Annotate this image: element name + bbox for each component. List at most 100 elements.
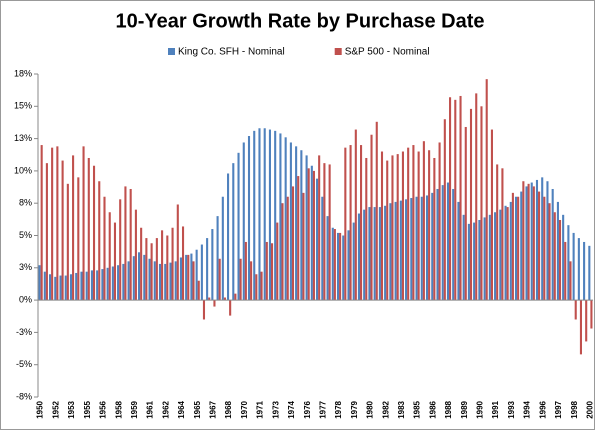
bar xyxy=(150,243,153,301)
bar xyxy=(143,254,146,301)
x-tick-label: 1990 xyxy=(476,400,485,418)
bar xyxy=(148,258,151,301)
x-tick-label: 1991 xyxy=(491,400,500,418)
bar xyxy=(517,196,520,301)
x-tick-label: 1986 xyxy=(428,400,437,418)
bar xyxy=(396,154,399,301)
bar xyxy=(138,252,141,301)
bar xyxy=(232,163,235,301)
x-tick-label: 1989 xyxy=(460,400,469,418)
x-tick-label: 1988 xyxy=(444,400,453,418)
bar xyxy=(316,178,319,301)
bar xyxy=(422,141,425,301)
x-tick-label: 1996 xyxy=(538,400,547,418)
bar xyxy=(389,203,392,301)
bar xyxy=(56,146,59,301)
bar xyxy=(75,272,78,301)
bar xyxy=(268,129,271,301)
bar xyxy=(569,261,572,301)
y-tick-label: 18% xyxy=(14,68,32,78)
bar xyxy=(153,261,156,301)
bar xyxy=(352,222,355,301)
bar xyxy=(342,235,345,301)
bar xyxy=(469,108,473,301)
x-tick-label: 1980 xyxy=(366,400,375,418)
bar xyxy=(478,219,481,301)
bar xyxy=(467,223,470,301)
bar xyxy=(483,217,486,301)
bar xyxy=(111,266,114,301)
bar xyxy=(464,126,467,301)
legend: King Co. SFH - Nominal S&P 500 - Nominal xyxy=(168,47,430,58)
legend-label: S&P 500 - Nominal xyxy=(345,47,430,58)
bar xyxy=(218,258,221,301)
bar xyxy=(113,222,117,301)
bar xyxy=(363,209,366,301)
bar xyxy=(504,205,507,301)
bar xyxy=(140,227,143,301)
x-tick-label: 1976 xyxy=(303,400,312,418)
bar xyxy=(208,297,211,301)
bar xyxy=(506,207,509,301)
bar xyxy=(279,133,282,301)
bar xyxy=(501,168,504,301)
x-tick-label: 1962 xyxy=(161,400,170,418)
bar xyxy=(564,241,567,301)
bar xyxy=(229,300,232,316)
bar xyxy=(258,128,261,301)
y-tick-label: 5% xyxy=(19,230,32,240)
bar xyxy=(344,147,347,301)
bar xyxy=(475,93,478,301)
bar xyxy=(357,213,361,301)
bar xyxy=(48,274,52,301)
bar xyxy=(87,157,90,301)
bar xyxy=(127,261,130,301)
bar xyxy=(412,145,415,301)
legend-label: King Co. SFH - Nominal xyxy=(178,47,285,58)
bar xyxy=(535,179,539,301)
x-tick-label: 1955 xyxy=(83,400,92,418)
bar xyxy=(347,230,350,301)
bar xyxy=(323,163,326,301)
bar xyxy=(433,157,436,301)
bar xyxy=(485,79,488,301)
bar xyxy=(38,265,41,301)
bar xyxy=(321,196,324,301)
bar xyxy=(399,200,402,301)
bar xyxy=(380,151,384,301)
bar xyxy=(553,212,556,301)
bar xyxy=(305,155,308,301)
bar xyxy=(302,192,305,301)
bar xyxy=(514,196,518,301)
bar xyxy=(96,270,99,301)
bar xyxy=(428,150,431,301)
bar xyxy=(40,145,43,301)
bar xyxy=(179,257,182,301)
bar xyxy=(51,147,54,301)
bar xyxy=(520,191,523,301)
bar xyxy=(77,177,80,301)
bar xyxy=(200,244,203,301)
bar xyxy=(417,151,420,301)
bar xyxy=(221,196,224,301)
bar xyxy=(122,263,125,301)
y-tick-label: -3% xyxy=(16,327,32,337)
bar xyxy=(59,275,62,301)
bar xyxy=(265,241,268,301)
bar xyxy=(72,155,75,301)
bar xyxy=(213,300,216,307)
bar xyxy=(80,271,83,301)
x-tick-label: 1994 xyxy=(523,400,532,418)
bar xyxy=(538,191,541,301)
x-tick-label: 1983 xyxy=(397,400,406,418)
y-tick-label: -5% xyxy=(16,359,32,369)
bar xyxy=(349,145,352,301)
bar xyxy=(480,106,483,301)
bar xyxy=(181,226,185,301)
bar xyxy=(496,164,499,301)
bar xyxy=(54,276,57,301)
bar xyxy=(117,265,120,301)
bar xyxy=(532,186,535,301)
bar xyxy=(425,195,429,301)
bar xyxy=(161,230,164,301)
